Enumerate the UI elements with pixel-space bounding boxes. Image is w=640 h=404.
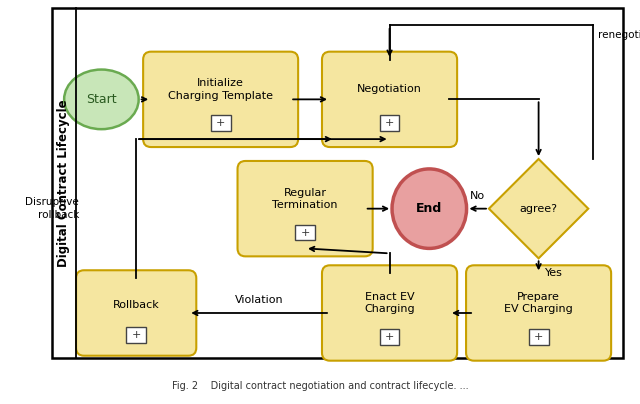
- Bar: [126, 327, 146, 343]
- Text: renegotiate: renegotiate: [598, 30, 640, 40]
- Text: +: +: [216, 118, 225, 128]
- Bar: [52, 8, 623, 358]
- Text: Violation: Violation: [235, 295, 284, 305]
- Text: Yes: Yes: [545, 268, 563, 278]
- FancyBboxPatch shape: [322, 52, 457, 147]
- Ellipse shape: [392, 169, 467, 248]
- Text: agree?: agree?: [520, 204, 557, 214]
- Text: +: +: [534, 332, 543, 342]
- FancyBboxPatch shape: [322, 265, 457, 361]
- Bar: [380, 329, 399, 345]
- Text: +: +: [300, 227, 310, 238]
- Text: End: End: [416, 202, 442, 215]
- Polygon shape: [489, 159, 588, 258]
- FancyBboxPatch shape: [466, 265, 611, 361]
- Text: No: No: [470, 191, 485, 201]
- Ellipse shape: [64, 69, 139, 129]
- Text: +: +: [385, 118, 394, 128]
- Text: Rollback: Rollback: [113, 300, 159, 310]
- Text: Enact EV
Charging: Enact EV Charging: [364, 292, 415, 314]
- FancyBboxPatch shape: [237, 161, 372, 257]
- Text: Disruptive
rollback: Disruptive rollback: [26, 198, 79, 220]
- Bar: [529, 329, 548, 345]
- Text: +: +: [131, 330, 141, 340]
- Bar: [380, 115, 399, 131]
- Text: Initialize
Charging Template: Initialize Charging Template: [168, 78, 273, 101]
- Text: Prepare
EV Charging: Prepare EV Charging: [504, 292, 573, 314]
- Text: Negotiation: Negotiation: [357, 84, 422, 95]
- FancyBboxPatch shape: [143, 52, 298, 147]
- Bar: [211, 115, 230, 131]
- Text: Fig. 2    Digital contract negotiation and contract lifecycle. ...: Fig. 2 Digital contract negotiation and …: [172, 381, 468, 391]
- Text: Start: Start: [86, 93, 116, 106]
- Text: Digital Contract Lifecycle: Digital Contract Lifecycle: [57, 99, 70, 267]
- FancyBboxPatch shape: [76, 270, 196, 356]
- Bar: [295, 225, 315, 240]
- Text: Regular
Termination: Regular Termination: [273, 187, 338, 210]
- Text: +: +: [385, 332, 394, 342]
